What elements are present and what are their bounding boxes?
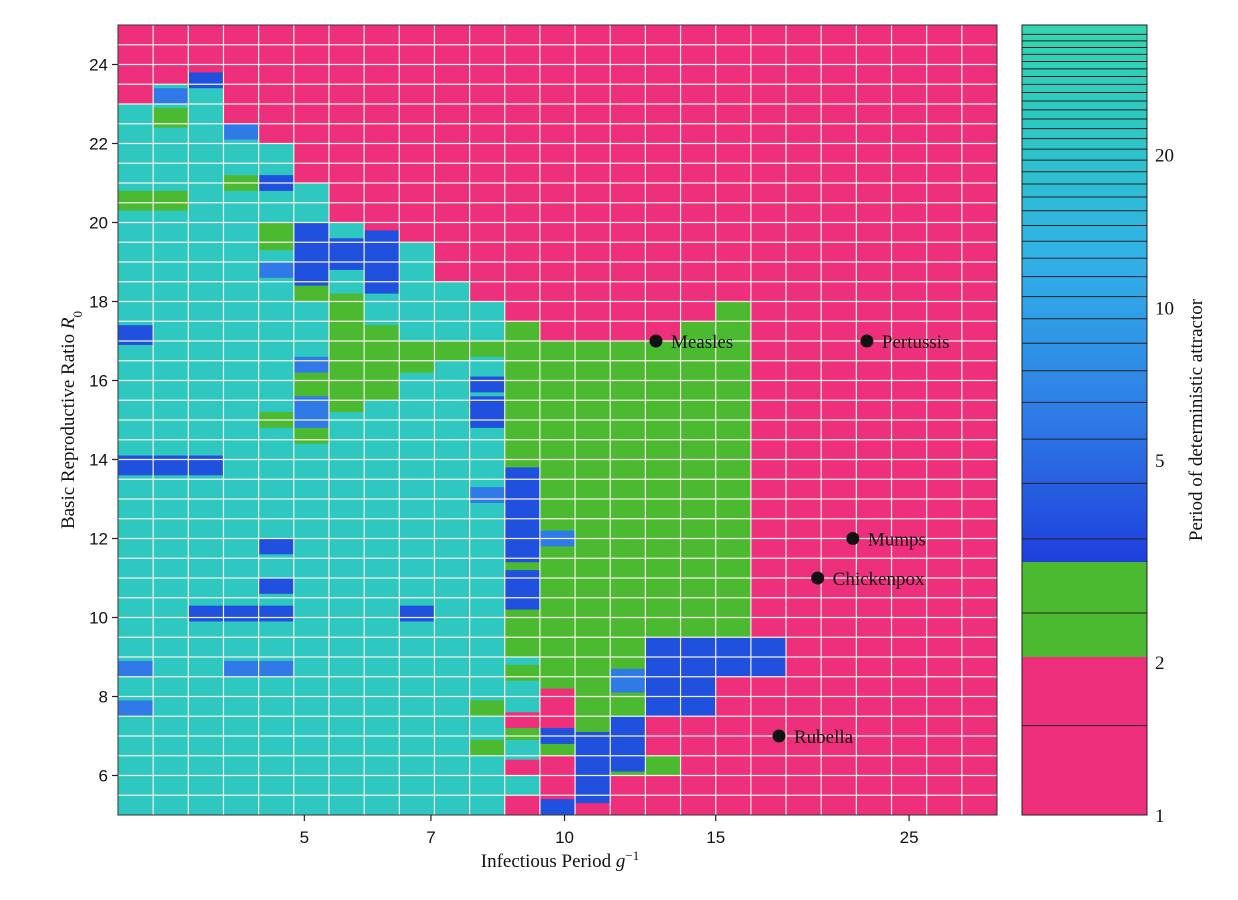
colorbar: 1 2 5 10 20 Period of deterministic attracto… [1021, 24, 1207, 827]
heatmap-cell [258, 660, 295, 677]
heatmap-cell [504, 712, 541, 729]
disease-label: Mumps [868, 530, 926, 551]
disease-label: Measles [671, 332, 733, 353]
y-axis-label: Basic Reproductive Ratio R0 [58, 311, 85, 529]
heatmap-cell [469, 700, 506, 717]
heatmap-cell [504, 759, 541, 776]
region-col-teal [434, 281, 471, 815]
heatmap-cell [293, 396, 330, 428]
x-axis-label: Infectious Period g−1 [481, 848, 639, 873]
heatmap-cell [539, 672, 576, 689]
heatmap-cell [328, 238, 365, 270]
heatmap-cell [539, 799, 576, 815]
heatmap-cell [469, 396, 506, 428]
grid-lines [118, 25, 997, 815]
disease-marker [811, 571, 825, 585]
heatmap-cell [293, 427, 330, 444]
heatmap-cell [469, 341, 506, 357]
y-tick-label: 14 [89, 451, 108, 470]
y-tick-label: 16 [89, 372, 108, 391]
heatmap-cell [188, 72, 224, 89]
heatmap-cell [504, 467, 541, 563]
x-tick-label: 15 [706, 828, 725, 847]
region-col-teal [223, 123, 260, 815]
heatmap-cell [469, 739, 506, 756]
heatmap-cell [610, 716, 646, 772]
region-col-teal [399, 242, 435, 815]
disease-annotations: Measles Pertussis Mumps Chickenpox Rubella [649, 332, 949, 748]
disease-label: Pertussis [882, 332, 950, 353]
heatmap-cell [504, 664, 541, 681]
colorbar-ticks: 1 2 5 10 20 [1155, 146, 1174, 827]
heatmap-cell [293, 222, 330, 286]
heatmap-cell [504, 633, 541, 650]
heatmap-cell [258, 605, 295, 622]
y-tick-label: 6 [99, 767, 108, 786]
heatmap-cell [539, 739, 576, 756]
heatmap-cell [153, 455, 189, 476]
disease-marker [772, 729, 786, 743]
heatmap-cell [118, 325, 154, 345]
disease-marker [860, 334, 874, 348]
heatmap-cell [469, 376, 506, 393]
heatmap-cell [153, 190, 189, 211]
heatmap-cell [153, 88, 189, 104]
heatmap-cell [575, 732, 611, 804]
heatmap-cell [223, 660, 260, 677]
colorbar-tick-label: 1 [1155, 806, 1165, 827]
heatmap-cell [293, 285, 330, 302]
x-tick-label: 7 [426, 828, 435, 847]
heatmap-cell [223, 605, 260, 622]
y-tick-label: 18 [89, 293, 108, 312]
heatmap-cell [258, 538, 295, 555]
heatmap-cell [293, 356, 330, 373]
colorbar-level-lines [1022, 33, 1147, 727]
y-tick-label: 24 [89, 56, 108, 75]
heatmap-cell [610, 668, 646, 693]
heatmap-cell [399, 341, 435, 373]
heatmap-cell [223, 123, 260, 140]
heatmap-cell [118, 455, 154, 476]
x-tick-label: 25 [900, 828, 919, 847]
y-tick-label: 8 [99, 688, 108, 707]
heatmap-cell [399, 605, 435, 622]
heatmap-cell [118, 190, 154, 211]
heatmap-cell [434, 341, 471, 361]
colorbar-tick-label: 5 [1155, 451, 1165, 472]
plot-frame [117, 24, 998, 816]
heatmap-cell [118, 660, 154, 677]
axes: 6 8 10 12 14 16 18 20 22 24 5 7 10 15 25 [89, 24, 998, 847]
x-tick-label: 5 [300, 828, 309, 847]
heatmap-cell [364, 325, 400, 401]
disease-label: Chickenpox [833, 569, 925, 590]
y-tick-label: 10 [89, 609, 108, 628]
heatmap-cell [258, 222, 295, 251]
heatmap-cell [118, 700, 154, 717]
x-tick-label: 10 [555, 828, 574, 847]
heatmap-cell [153, 107, 189, 128]
heatmap-cell [258, 262, 295, 278]
heatmap-cell [188, 605, 224, 622]
heatmap-cell [293, 368, 330, 401]
heatmap-cell [504, 570, 541, 610]
y-tick-label: 12 [89, 530, 108, 549]
disease-label: Rubella [794, 727, 854, 748]
region-col-teal [188, 84, 224, 815]
disease-marker [846, 532, 860, 545]
heatmap-cell [469, 487, 506, 503]
disease-marker [649, 334, 663, 348]
colorbar-tick-label: 20 [1155, 146, 1174, 167]
y-tick-label: 22 [89, 135, 108, 154]
heatmap-cell [188, 455, 224, 476]
colorbar-fill [1021, 24, 1148, 816]
y-tick-label: 20 [89, 214, 108, 233]
heatmap-cell [258, 578, 295, 594]
colorbar-tick-label: 10 [1155, 298, 1174, 319]
colorbar-tick-label: 2 [1155, 653, 1165, 674]
colorbar-label: Period of deterministic attractor [1186, 298, 1207, 541]
